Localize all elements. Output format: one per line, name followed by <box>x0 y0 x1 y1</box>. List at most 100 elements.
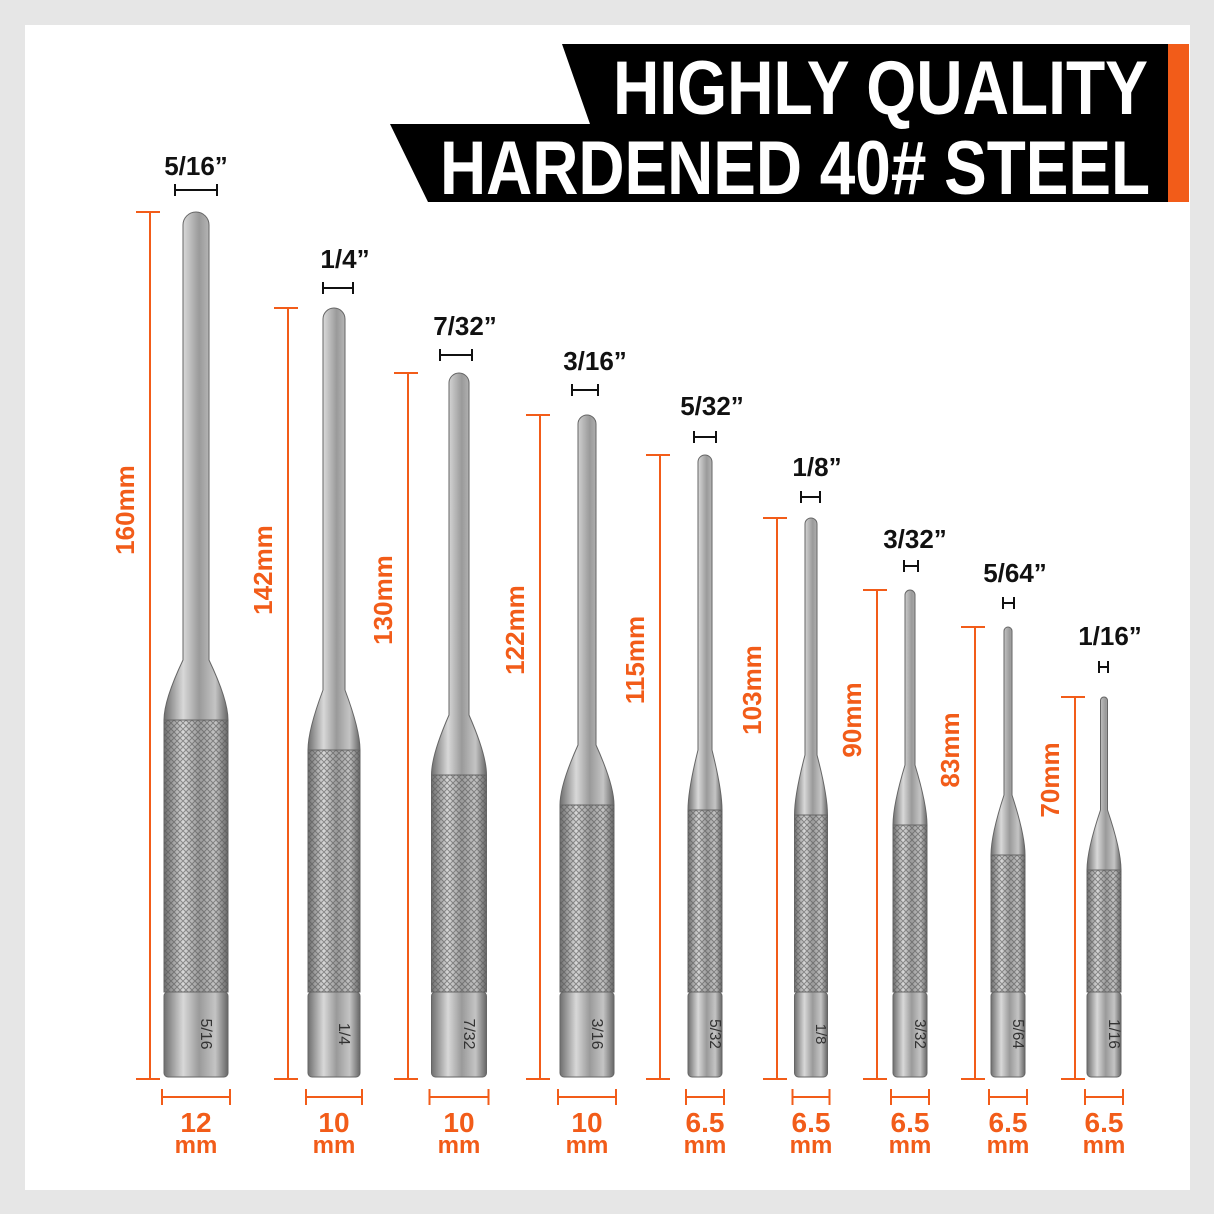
knurl-texture <box>893 825 927 992</box>
diameter-dimension-line <box>685 1089 725 1105</box>
length-dimension-line <box>646 454 670 1080</box>
banner-top-bg <box>562 44 1168 124</box>
diameter-value: 10 <box>318 1107 349 1138</box>
knurl-texture <box>164 720 228 992</box>
diameter-unit: mm <box>175 1132 218 1159</box>
length-dimension-line <box>274 307 298 1080</box>
tip-dimension-marker <box>800 491 821 503</box>
tip-dimension-marker <box>1002 597 1015 609</box>
pin-size-stamp: 5/32 <box>706 1019 723 1049</box>
pin-shaft <box>687 454 723 811</box>
diameter-dimension-line <box>557 1089 617 1105</box>
banner-accent-bar <box>1168 44 1189 202</box>
pin-size-stamp: 5/64 <box>1009 1019 1026 1049</box>
pin-end <box>559 991 615 1078</box>
diameter-dimension-line <box>988 1089 1028 1105</box>
pin-shaft <box>990 626 1026 856</box>
length-label: 142mm <box>248 525 278 615</box>
length-dimension-line <box>863 589 887 1080</box>
length-dimension-line <box>526 414 550 1080</box>
length-dimension-line <box>136 211 160 1080</box>
diameter-value: 6.5 <box>891 1107 930 1138</box>
length-dimension-line <box>961 626 985 1080</box>
diameter-value: 6.5 <box>686 1107 725 1138</box>
diameter-unit: mm <box>889 1132 932 1159</box>
diameter-value: 6.5 <box>792 1107 831 1138</box>
pin-size-stamp: 7/32 <box>460 1018 477 1049</box>
pin-end <box>1086 991 1122 1078</box>
diameter-unit: mm <box>790 1132 833 1159</box>
pin-shaft <box>892 589 928 826</box>
length-label: 115mm <box>620 616 650 704</box>
length-dimension-line <box>394 372 418 1080</box>
banner-bottom-bg <box>390 124 1168 202</box>
pin-size-stamp: 1/16 <box>1105 1019 1122 1049</box>
pin-punch: 1/16 1/16” 70mm 6.5mm <box>1035 621 1142 1159</box>
tip-size-label: 1/8” <box>792 452 841 482</box>
diameter-unit: mm <box>684 1132 727 1159</box>
diameter-dimension-line <box>161 1089 231 1105</box>
pin-punch: 5/64 5/64” 83mm 6.5mm <box>935 558 1047 1159</box>
tip-size-label: 1/16” <box>1078 621 1142 651</box>
tip-dimension-marker <box>693 431 717 443</box>
pin-end <box>431 991 487 1078</box>
diameter-value: 10 <box>443 1107 474 1138</box>
diameter-unit: mm <box>987 1132 1030 1159</box>
tip-size-label: 5/32” <box>680 391 744 421</box>
pin-size-stamp: 1/8 <box>812 1024 828 1045</box>
pin-end <box>794 991 828 1078</box>
diameter-value: 6.5 <box>1085 1107 1124 1138</box>
pin-shaft <box>430 372 488 776</box>
tip-size-label: 3/32” <box>883 524 947 554</box>
diameter-unit: mm <box>313 1132 356 1159</box>
pin-end <box>687 991 723 1078</box>
tip-size-label: 7/32” <box>433 311 497 341</box>
diameter-unit: mm <box>566 1132 609 1159</box>
pin-end <box>990 991 1026 1078</box>
diameter-dimension-line <box>305 1089 363 1105</box>
tip-size-label: 3/16” <box>563 346 627 376</box>
diameter-dimension-line <box>428 1089 490 1105</box>
length-label: 70mm <box>1035 742 1065 817</box>
banner-line-2: HARDENED 40# STEEL <box>440 126 1150 211</box>
pin-shaft <box>1086 696 1122 871</box>
pin-punch: 3/32 3/32” 90mm 6.5mm <box>837 524 947 1159</box>
pin-shaft <box>793 517 829 816</box>
pin-end <box>163 991 229 1078</box>
diameter-dimension-line <box>1084 1089 1124 1105</box>
length-label: 130mm <box>368 555 398 645</box>
length-label: 83mm <box>935 712 965 787</box>
knurl-texture <box>560 805 614 992</box>
pin-punch: 1/8 1/8” 103mm 6.5mm <box>737 452 842 1159</box>
diameter-dimension-line <box>791 1089 831 1105</box>
length-label: 103mm <box>737 645 767 735</box>
tip-dimension-marker <box>439 349 473 361</box>
pin-punch: 5/32 5/32” 115mm 6.5mm <box>620 391 744 1159</box>
tip-dimension-marker <box>1098 661 1109 673</box>
pin-shaft <box>307 307 361 751</box>
headline-banner: HIGHLY QUALITY HARDENED 40# STEEL <box>390 44 1189 211</box>
tip-size-label: 5/16” <box>164 151 228 181</box>
pin-size-stamp: 3/16 <box>588 1018 605 1049</box>
knurl-texture <box>991 855 1025 992</box>
length-dimension-line <box>1061 696 1085 1080</box>
tip-dimension-marker <box>903 560 919 572</box>
pin-end <box>892 991 928 1078</box>
diameter-dimension-line <box>890 1089 930 1105</box>
knurl-texture <box>688 810 722 992</box>
tip-size-label: 1/4” <box>320 244 369 274</box>
length-label: 90mm <box>837 682 867 757</box>
tip-size-label: 5/64” <box>983 558 1047 588</box>
pin-size-stamp: 5/16 <box>197 1018 214 1049</box>
diameter-value: 10 <box>571 1107 602 1138</box>
pin-end <box>307 991 361 1078</box>
pin-size-stamp: 3/32 <box>911 1019 928 1049</box>
knurl-texture <box>431 775 487 992</box>
banner-line-1: HIGHLY QUALITY <box>613 46 1148 131</box>
tip-dimension-marker <box>322 282 354 294</box>
pin-size-stamp: 1/4 <box>335 1023 352 1045</box>
